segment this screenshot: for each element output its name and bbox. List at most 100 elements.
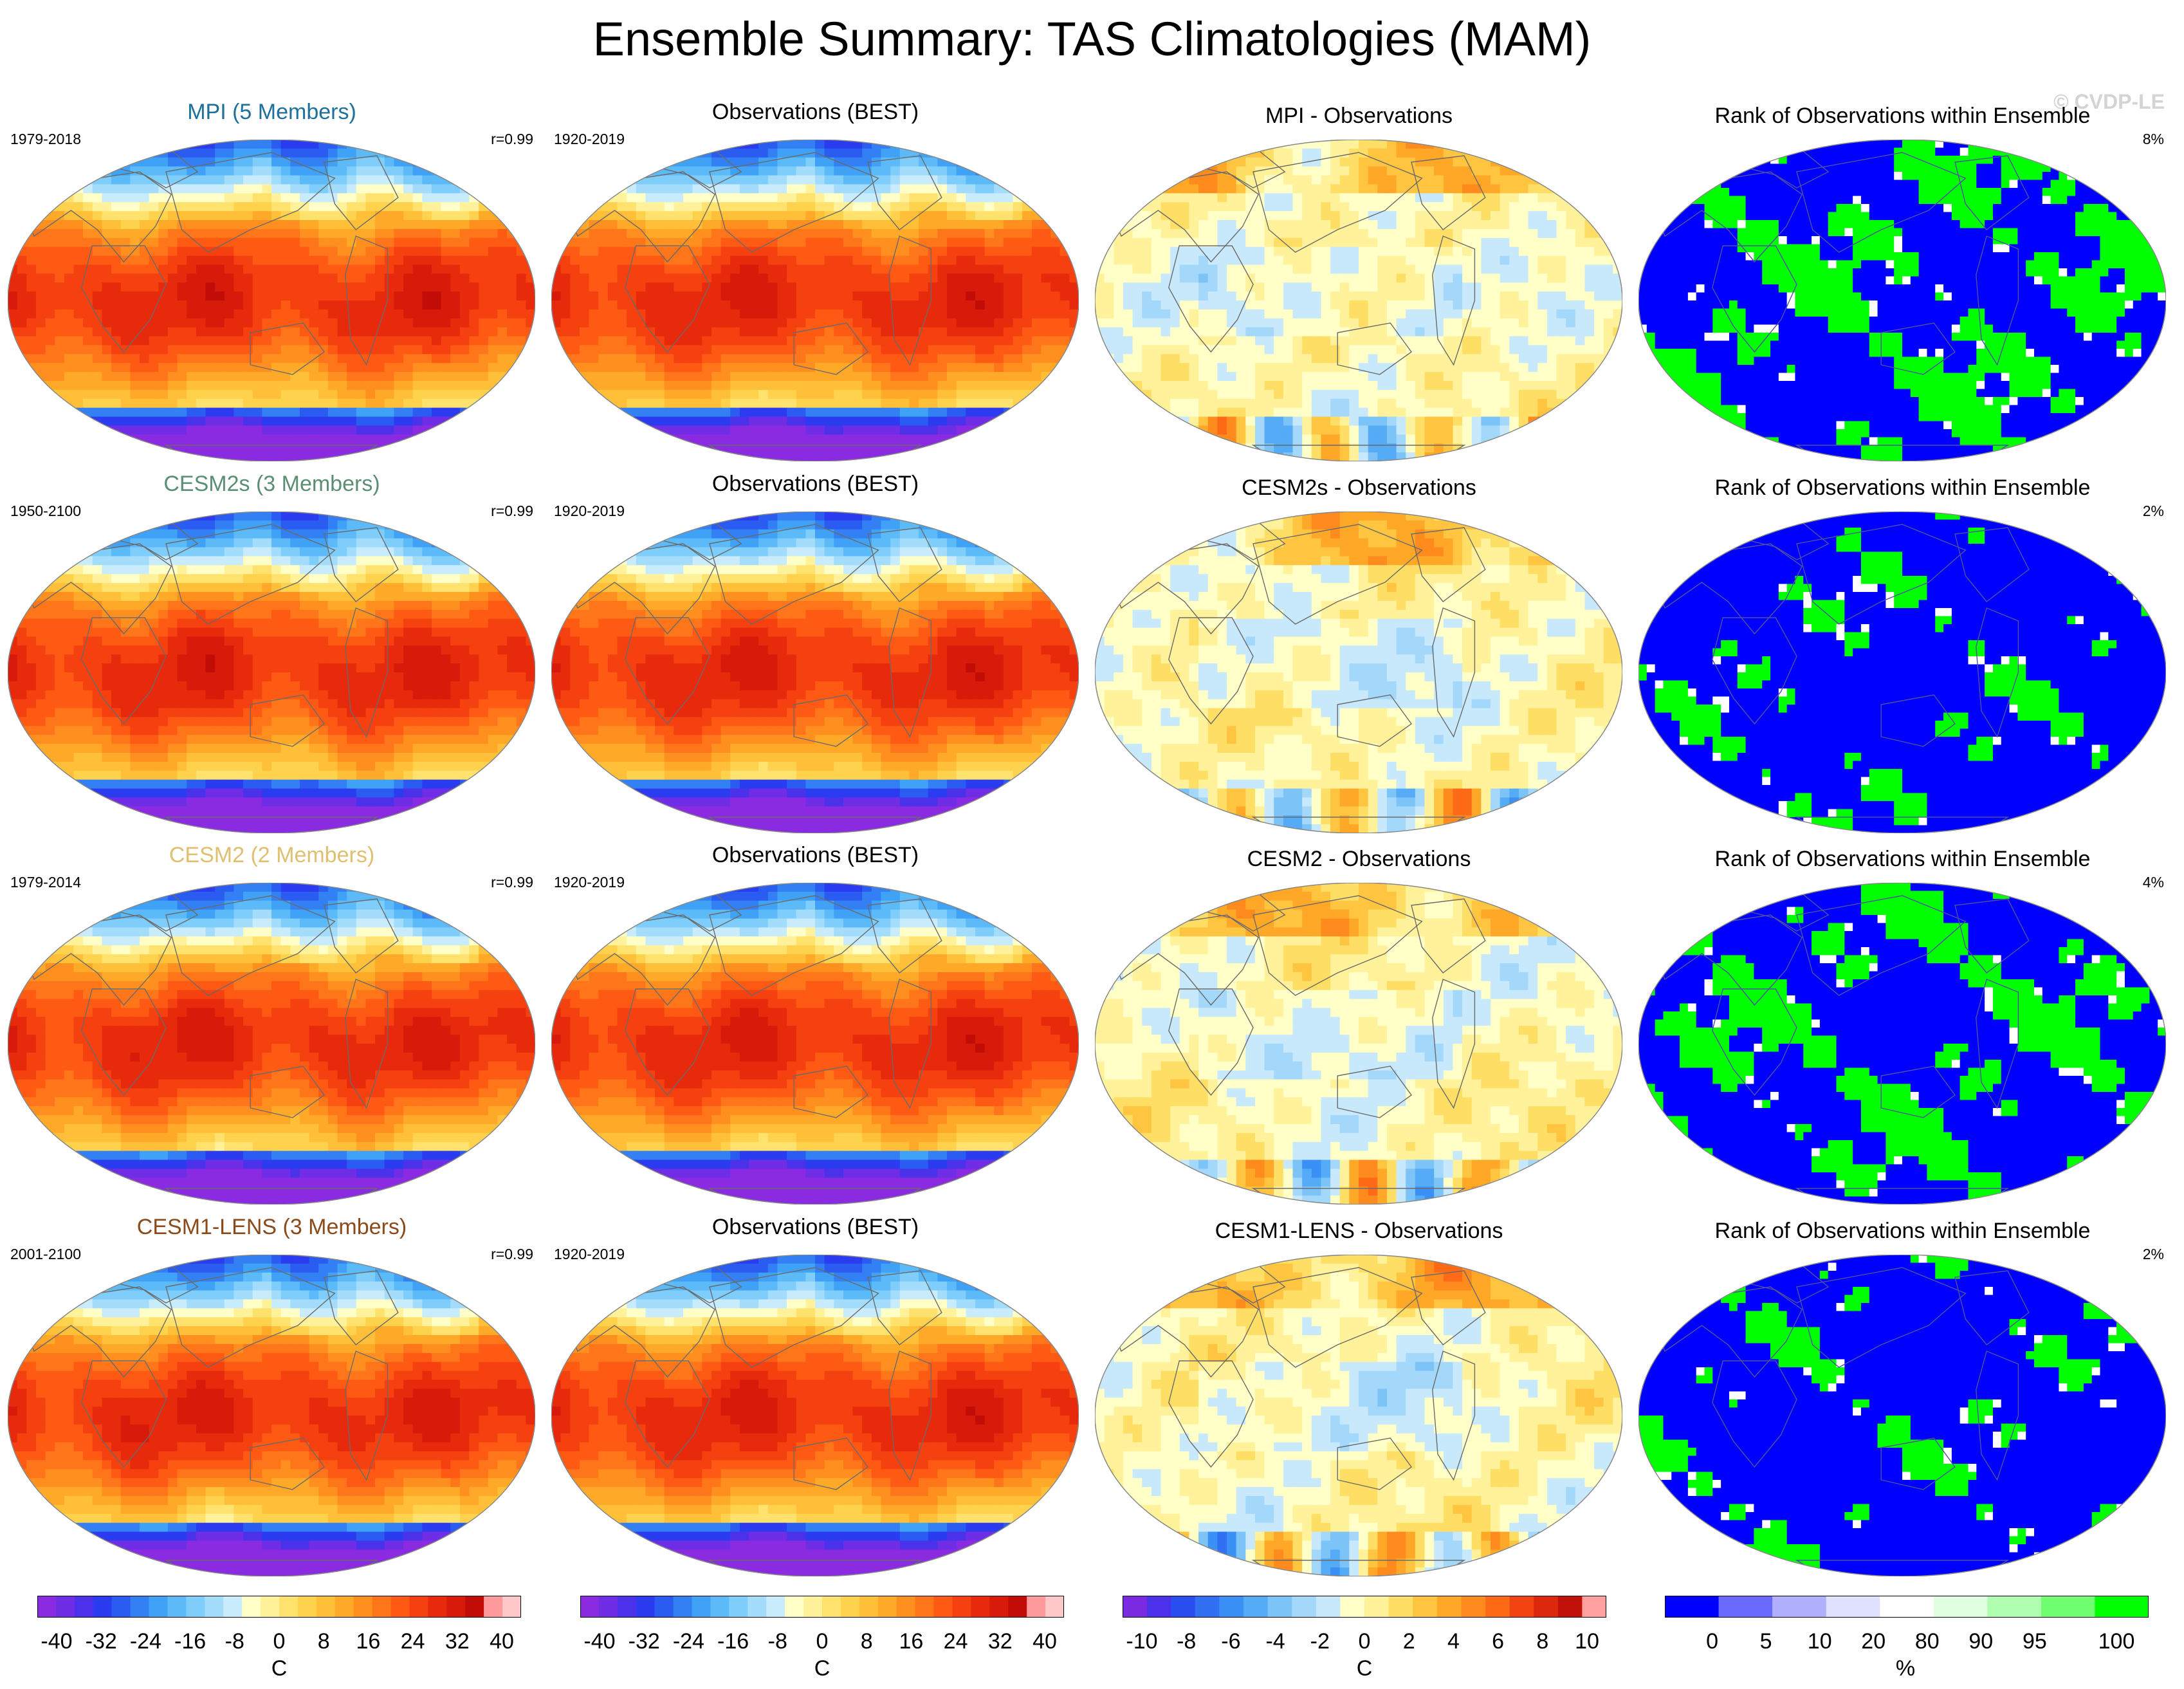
obs-field	[551, 512, 1079, 833]
colorbar-swatch-10	[1364, 1596, 1390, 1618]
colorbar-2: -40 -32 -24 -16 -8 0 8 16 24 32 40 C	[580, 1596, 1064, 1686]
coastline-5	[867, 898, 942, 974]
diff-field	[1095, 883, 1622, 1204]
colorbar-tick-label: -10	[1126, 1629, 1157, 1654]
obs-map	[551, 1255, 1079, 1576]
panel-obs-row4: Observations (BEST) 1920-2019	[544, 1215, 1087, 1587]
colorbar-swatch-23	[465, 1596, 484, 1618]
colorbar-tick-label: 16	[899, 1629, 923, 1654]
coastline-3	[709, 895, 879, 996]
coastline-6	[888, 235, 932, 366]
colorbar-swatch-5	[673, 1596, 693, 1618]
diff-field	[1095, 512, 1622, 833]
colorbar-tick-label: -40	[583, 1629, 615, 1654]
coastline-6	[1432, 235, 1476, 366]
figure-title: Ensemble Summary: TAS Climatologies (MAM…	[0, 12, 2184, 66]
coastline-3	[165, 152, 336, 253]
coastline-4	[250, 1437, 325, 1490]
panel-title: CESM1-LENS - Observations	[1087, 1219, 1631, 1244]
colorbar-tick-label: 40	[1032, 1629, 1057, 1654]
colorbar-swatch-25	[1045, 1596, 1064, 1618]
colorbar-tick-label: -4	[1265, 1629, 1285, 1654]
colorbar-tick-label: 0	[816, 1629, 829, 1654]
colorbar-swatch-17	[353, 1596, 373, 1618]
coastline-6	[888, 1351, 932, 1481]
colorbar-swatch-4	[1219, 1596, 1244, 1618]
colorbar-swatch-19	[933, 1596, 953, 1618]
rank-map	[1638, 883, 2166, 1204]
coastline-4	[1337, 1437, 1412, 1490]
colorbar-tick-label: 8	[318, 1629, 330, 1654]
panel-title: Observations (BEST)	[544, 1215, 1087, 1240]
coastline-5	[1954, 527, 2030, 602]
colorbar-tick-label: 24	[944, 1629, 968, 1654]
colorbar-swatch-8	[2095, 1596, 2149, 1618]
coastline-5	[1954, 155, 2030, 230]
panel-obs-row3: Observations (BEST) 1920-2019	[544, 843, 1087, 1215]
colorbar-swatch-4	[111, 1596, 131, 1618]
panel-model-row3: CESM2 (2 Members) 1979-2014 r=0.99	[0, 843, 544, 1215]
correlation-label: r=0.99	[491, 503, 533, 520]
period-label: 2001-2100	[10, 1246, 81, 1263]
colorbar-swatch-18	[372, 1596, 392, 1618]
coastline-2	[625, 617, 710, 725]
colorbar-swatch-18	[915, 1596, 935, 1618]
colorbar-swatch-19	[390, 1596, 410, 1618]
diff-field	[1095, 1255, 1622, 1576]
colorbar-swatch-24	[484, 1596, 503, 1618]
coastline-4	[250, 694, 325, 747]
panel-obs-row2: Observations (BEST) 1920-2019	[544, 472, 1087, 844]
colorbar-tick-label: 10	[1575, 1629, 1599, 1654]
coastline-4	[793, 694, 868, 747]
coastline-6	[345, 235, 389, 366]
coastline-4	[793, 1437, 868, 1490]
panel-title: Rank of Observations within Ensemble	[1631, 847, 2174, 872]
period-label: 1920-2019	[554, 503, 625, 520]
colorbar-swatch-13	[279, 1596, 298, 1618]
colorbar-swatch-12	[261, 1596, 280, 1618]
colorbar-swatch-2	[74, 1596, 94, 1618]
obs-field	[551, 1255, 1079, 1576]
panel-title: Observations (BEST)	[544, 100, 1087, 125]
diff-field	[1095, 140, 1622, 461]
colorbar-swatch-0	[1665, 1596, 1720, 1618]
colorbar-swatch-21	[428, 1596, 447, 1618]
colorbar-swatch-15	[316, 1596, 336, 1618]
panel-title: CESM1-LENS (3 Members)	[0, 1215, 544, 1240]
coastline-6	[345, 1351, 389, 1481]
panel-rank-row2: Rank of Observations within Ensemble 2%	[1631, 472, 2174, 844]
colorbar-tick-label: 24	[401, 1629, 425, 1654]
colorbar-swatch-7	[710, 1596, 730, 1618]
colorbar-swatch-7	[2041, 1596, 2095, 1618]
colorbar-swatch-20	[409, 1596, 428, 1618]
colorbar-swatch-20	[952, 1596, 971, 1618]
colorbar-swatch-11	[1388, 1596, 1413, 1618]
colorbar-swatch-19	[1582, 1596, 1606, 1618]
coastline-6	[1976, 607, 2019, 738]
colorbar-graphic: -40 -32 -24 -16 -8 0 8 16 24 32 40 C	[37, 1596, 521, 1681]
colorbar-tick-label: -32	[86, 1629, 117, 1654]
colorbar-swatch-1	[1718, 1596, 1773, 1618]
panel-model-row4: CESM1-LENS (3 Members) 2001-2100 r=0.99	[0, 1215, 544, 1587]
coastline-2	[625, 1360, 710, 1468]
panel-title: MPI (5 Members)	[0, 100, 544, 125]
coastline-2	[1712, 1360, 1797, 1468]
panel-diff-row4: CESM1-LENS - Observations	[1087, 1215, 1631, 1587]
colorbar-unit-label: C	[271, 1656, 288, 1681]
colorbar-swatch-9	[748, 1596, 767, 1618]
correlation-label: r=0.99	[491, 1246, 533, 1263]
colorbar-swatch-5	[130, 1596, 150, 1618]
coastline-3	[165, 1267, 336, 1368]
coastline-5	[1954, 1270, 2030, 1345]
colorbar-tick-label: 4	[1447, 1629, 1460, 1654]
coastline-6	[888, 607, 932, 738]
panel-diff-row2: CESM2s - Observations	[1087, 472, 1631, 844]
period-label: 1979-2014	[10, 874, 81, 891]
correlation-label: r=0.99	[491, 131, 533, 148]
colorbar-swatch-12	[803, 1596, 823, 1618]
colorbar-graphic: -10 -8 -6 -4 -2 0 2 4 6 8 10 C	[1123, 1596, 1606, 1681]
panel-title: Rank of Observations within Ensemble	[1631, 1219, 2174, 1244]
coastline-2	[1168, 988, 1254, 1096]
coastline-2	[1168, 245, 1254, 353]
colorbar-tick-label: 32	[988, 1629, 1013, 1654]
